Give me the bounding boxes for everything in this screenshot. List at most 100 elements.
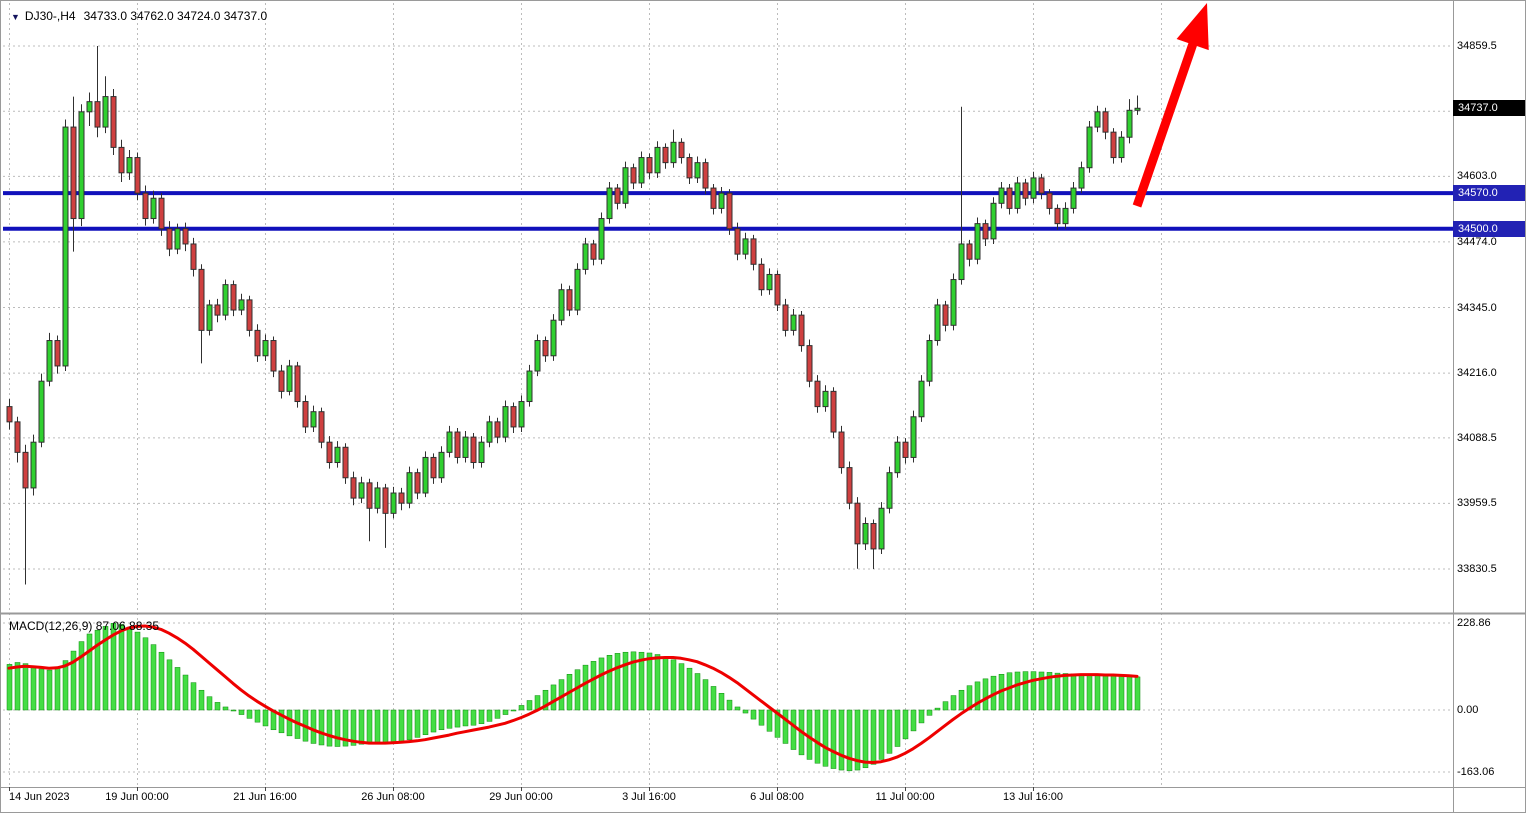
macd-histogram-bar	[654, 654, 661, 711]
macd-histogram-bar	[766, 709, 773, 732]
current-price-badge: 34737.0	[1453, 100, 1525, 117]
candle-body	[486, 421, 493, 443]
time-axis-label: 13 Jul 16:00	[1003, 791, 1063, 803]
macd-histogram-bar	[390, 709, 397, 743]
macd-histogram-bar	[790, 709, 797, 750]
macd-histogram-bar	[230, 709, 237, 712]
macd-histogram-bar	[910, 709, 917, 732]
symbol-dropdown-icon[interactable]: ▼	[11, 12, 20, 22]
macd-histogram-bar	[542, 689, 549, 711]
candle-body	[166, 228, 173, 250]
macd-histogram-bar	[886, 709, 893, 754]
candle-body	[758, 263, 765, 291]
price-axis-label: 33830.5	[1457, 563, 1497, 575]
candle-body	[734, 228, 741, 255]
candle-body	[862, 523, 869, 545]
macd-histogram-bar	[918, 709, 925, 724]
candle-body	[670, 141, 677, 164]
candle-body	[1030, 177, 1037, 199]
candle-body	[1006, 187, 1013, 209]
candle-body	[422, 456, 429, 494]
price-axis-label: 34088.5	[1457, 431, 1497, 444]
macd-histogram-bar	[702, 679, 709, 711]
macd-histogram-bar	[1118, 675, 1125, 711]
macd-histogram-bar	[214, 702, 221, 711]
candle-body	[134, 157, 141, 194]
macd-histogram-bar	[446, 709, 453, 729]
candle-body	[1070, 187, 1077, 209]
macd-histogram-bar	[1070, 673, 1077, 711]
macd-histogram-bar	[54, 667, 61, 711]
candle-body	[1118, 136, 1125, 159]
macd-histogram-bar	[1086, 674, 1093, 711]
macd-histogram-bar	[310, 709, 317, 744]
macd-histogram-bar	[1078, 674, 1085, 711]
candle-body	[470, 436, 477, 464]
candle-body	[886, 472, 893, 509]
candle-body	[494, 421, 501, 438]
macd-histogram-bar	[222, 706, 229, 711]
candle-body	[1102, 111, 1109, 133]
macd-histogram-bar	[670, 659, 677, 711]
macd-histogram-bar	[494, 709, 501, 719]
candle-body	[310, 411, 317, 428]
macd-histogram-bar	[1006, 672, 1013, 711]
macd-histogram-bar	[198, 689, 205, 711]
macd-histogram-bar	[238, 709, 245, 715]
candle-body	[958, 243, 965, 281]
candle-body	[278, 370, 285, 392]
candle-body	[294, 365, 301, 403]
candle-body	[814, 380, 821, 408]
macd-histogram-bar	[526, 700, 533, 711]
candle-body	[70, 126, 77, 220]
candle-body	[150, 197, 157, 220]
candle-body	[502, 406, 509, 438]
macd-histogram-bar	[782, 709, 789, 744]
macd-histogram-bar	[838, 709, 845, 771]
candle-body	[566, 289, 573, 311]
candle-body	[1062, 207, 1069, 225]
candle-body	[646, 157, 653, 174]
macd-histogram-bar	[662, 656, 669, 711]
candle-body	[622, 167, 629, 204]
macd-signal-line	[7, 624, 1139, 764]
macd-histogram-bar	[454, 709, 461, 728]
time-axis-label: 21 Jun 16:00	[233, 791, 297, 803]
candle-body	[102, 96, 109, 128]
trend-arrow-head[interactable]	[1176, 3, 1209, 51]
macd-histogram-bar	[518, 705, 525, 711]
price-axis-label: 34216.0	[1457, 367, 1497, 380]
candle-body	[478, 441, 485, 464]
candle-body	[518, 401, 525, 428]
macd-histogram-bar	[1030, 671, 1037, 711]
macd-histogram-bar	[646, 652, 653, 711]
macd-histogram-bar	[470, 709, 477, 726]
candle-body	[798, 314, 805, 347]
macd-histogram-bar	[894, 709, 901, 747]
candle-body	[574, 268, 581, 311]
macd-histogram-bar	[158, 651, 165, 711]
candle-body	[366, 482, 373, 509]
candle-body	[1022, 182, 1029, 199]
trend-arrow-shaft[interactable]	[1132, 39, 1199, 208]
macd-histogram-bar	[614, 653, 621, 711]
candle-body	[662, 146, 669, 164]
macd-histogram-bar	[342, 709, 349, 747]
macd-histogram-bar	[78, 641, 85, 711]
candle-body	[438, 451, 445, 479]
price-axis-label: 34474.0	[1457, 235, 1497, 248]
macd-histogram-bar	[1038, 671, 1045, 711]
candle-body	[582, 243, 589, 270]
candle-body	[318, 411, 325, 443]
macd-histogram-bar	[14, 662, 21, 711]
candle-body	[1014, 182, 1021, 209]
candle-body	[398, 492, 405, 504]
macd-histogram-bar	[694, 673, 701, 711]
macd-histogram-bar	[862, 709, 869, 769]
candle-body	[534, 340, 541, 372]
candle-body	[126, 157, 133, 174]
candle-body	[990, 202, 997, 240]
macd-histogram-bar	[622, 651, 629, 711]
